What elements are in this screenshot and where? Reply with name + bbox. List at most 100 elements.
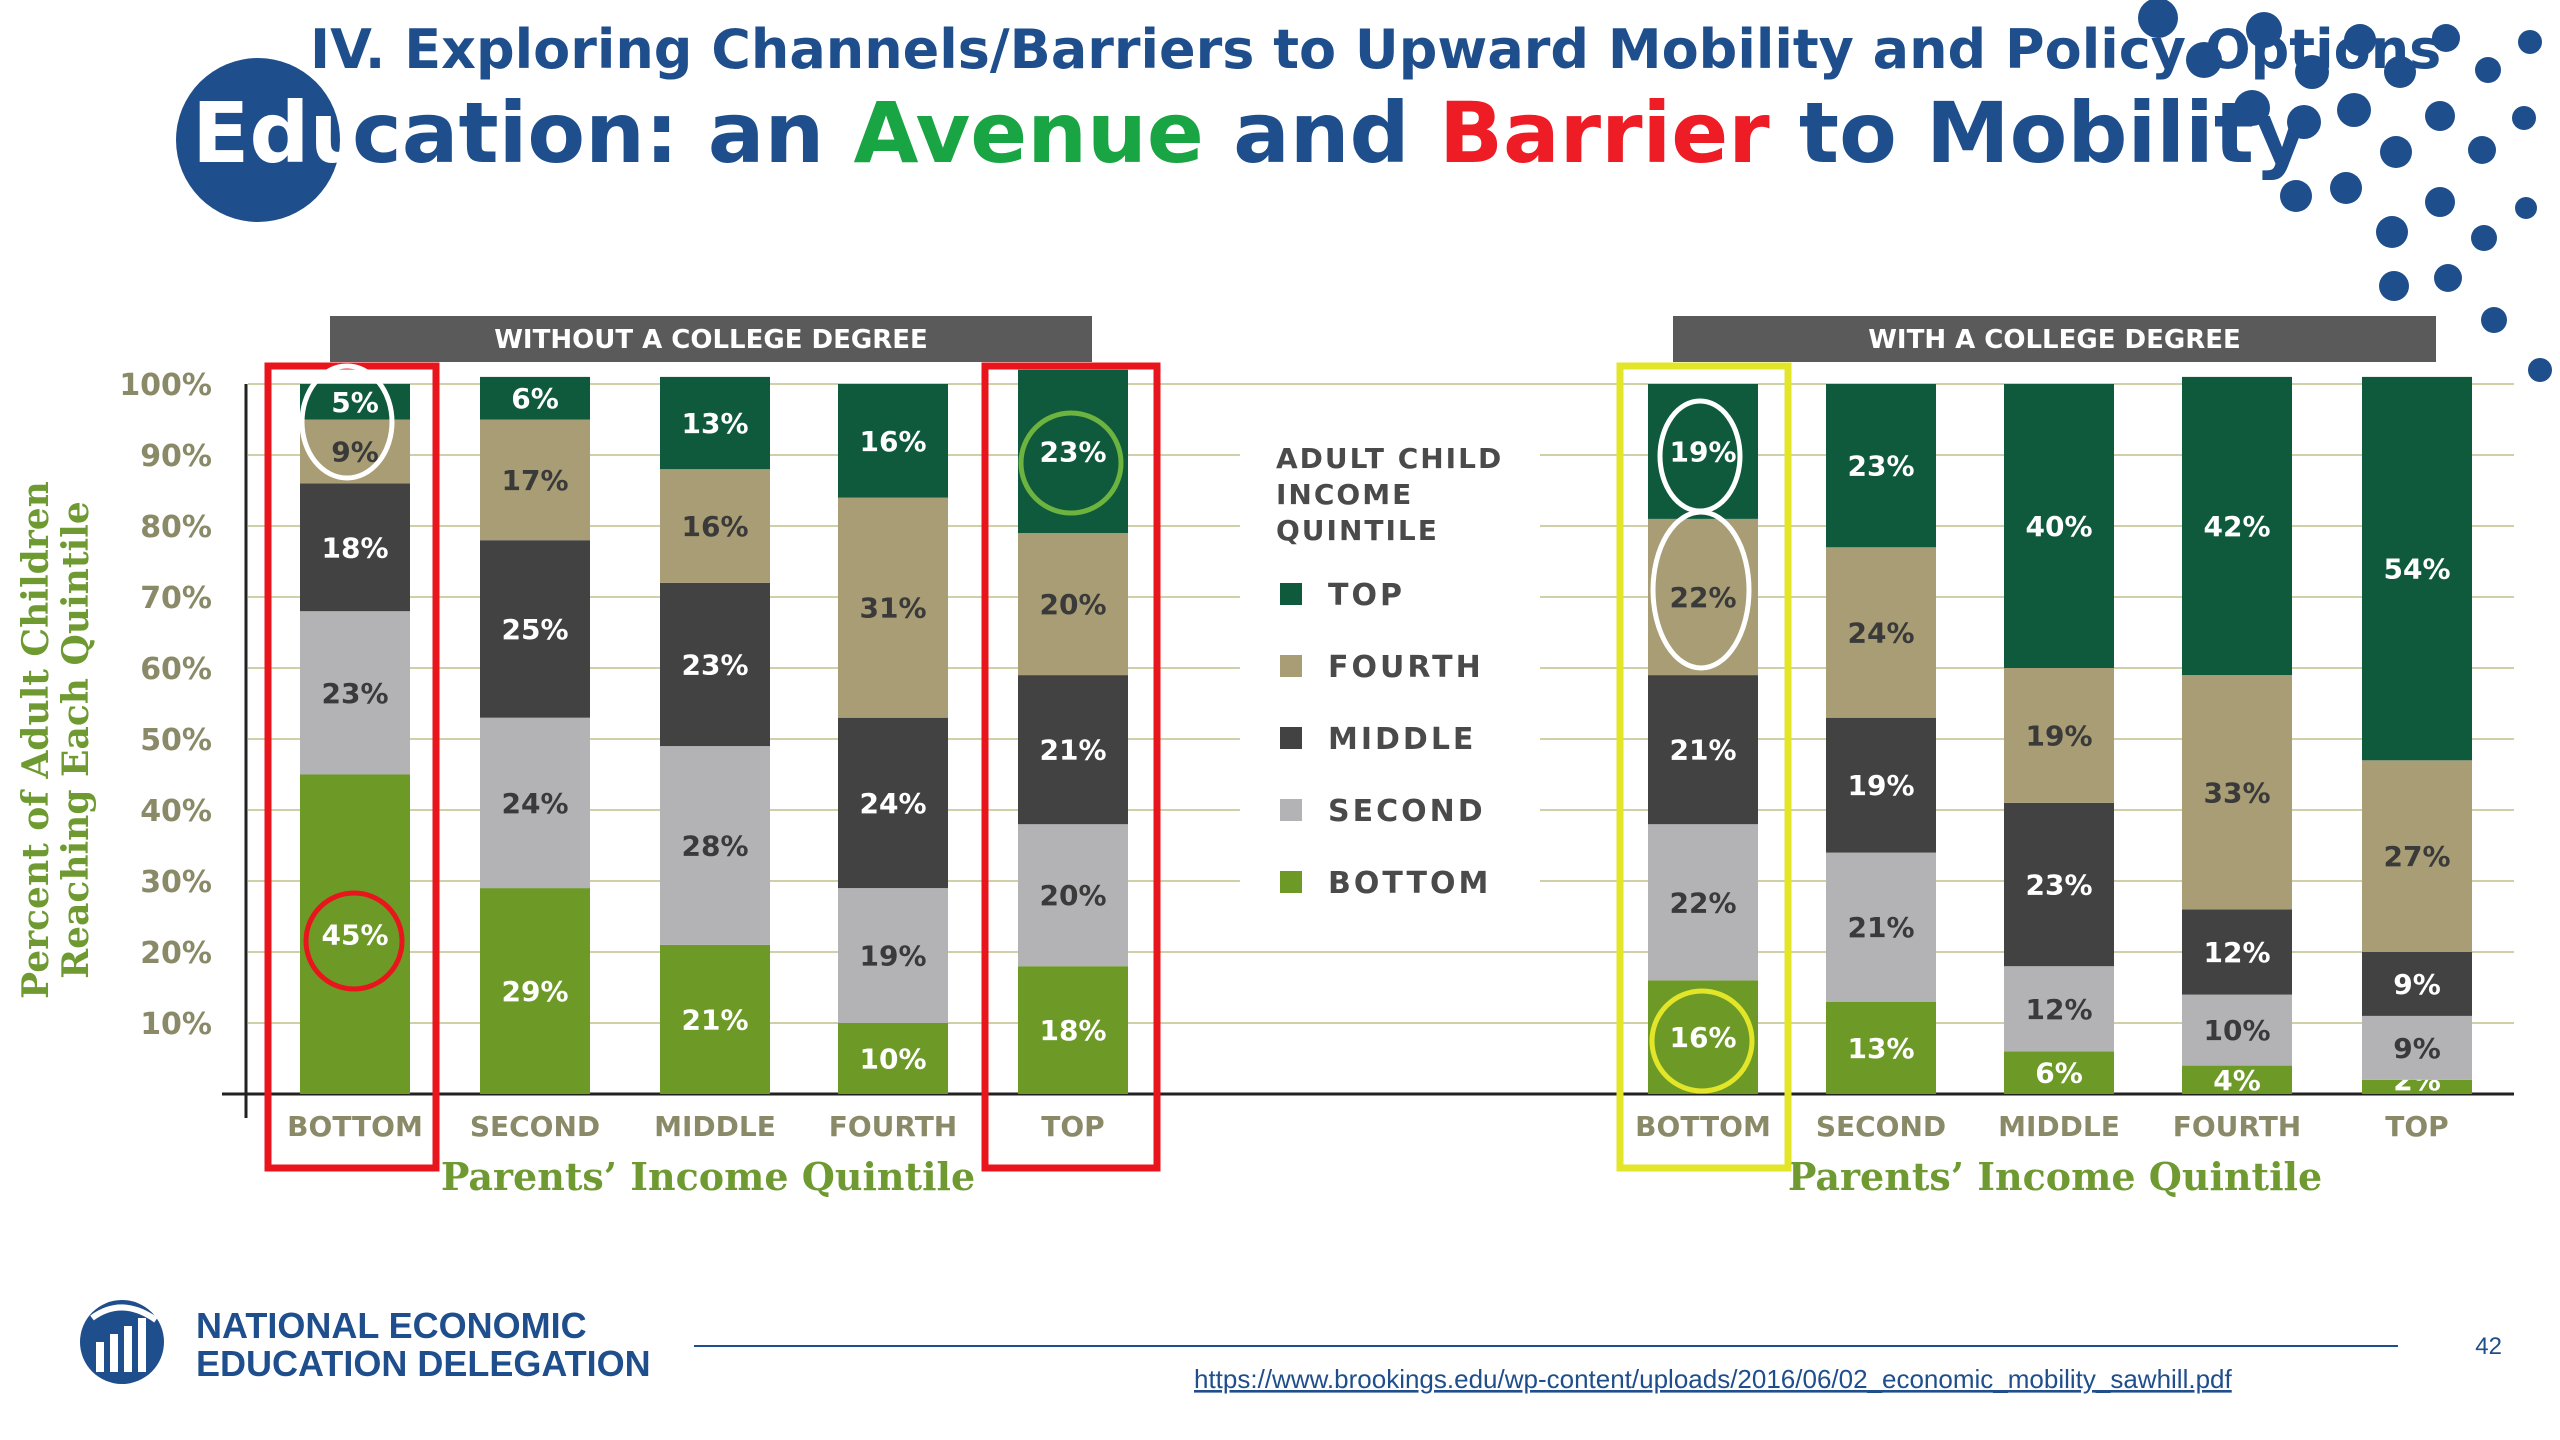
y-tick-label: 90% (140, 439, 212, 474)
data-label: 24% (859, 787, 926, 820)
data-label: 31% (859, 592, 926, 625)
bar-segment (1018, 533, 1128, 676)
bar-segment (660, 944, 770, 1094)
legend-title-line: ADULT CHILD (1276, 442, 1503, 475)
logo-line-2: EDUCATION DELEGATION (196, 1343, 651, 1384)
bar-segment (300, 774, 410, 1094)
data-label: 28% (681, 830, 748, 863)
data-label: 19% (1669, 435, 1736, 468)
dot-pattern (2138, 0, 2552, 382)
title-barrier: Barrier (1439, 84, 1770, 182)
bar-segment (2004, 384, 2114, 668)
decorative-dot (2376, 216, 2408, 248)
highlight-circle-white (299, 363, 395, 481)
bar-segment (2182, 909, 2292, 995)
bar-segment (2004, 668, 2114, 803)
bar-segment (1018, 369, 1128, 534)
x-tick-label: TOP (2385, 1110, 2448, 1143)
bar-segment (1018, 966, 1128, 1094)
data-label: 40% (2025, 510, 2092, 543)
x-axis-title: Parents’ Income Quintile (1788, 1154, 2322, 1199)
legend-swatch (1280, 799, 1302, 821)
title-edu: Edu (192, 84, 369, 182)
data-label: 13% (1847, 1032, 1914, 1065)
y-axis: 10% 20% 30% 40% 50% 60% 70% 80% 90% 100% Percent o… (15, 368, 212, 1042)
panel-title: WITH A COLLEGE DEGREE (1868, 325, 2241, 355)
bar-segment (1648, 675, 1758, 825)
decorative-dot (2425, 101, 2455, 131)
x-tick-label: BOTTOM (1635, 1110, 1771, 1143)
bar-segment (2362, 760, 2472, 952)
legend-label: TOP (1328, 578, 1405, 613)
decorative-dot (2512, 106, 2536, 130)
decorative-dot (2481, 307, 2507, 333)
y-axis-title-line: Reaching Each Quintile (55, 501, 97, 978)
decorative-dot (2246, 12, 2282, 48)
bar-segment (1826, 852, 1936, 1002)
data-label: 16% (859, 425, 926, 458)
decorative-dot (2379, 271, 2409, 301)
data-label: 23% (1847, 450, 1914, 483)
bar-segment (1648, 824, 1758, 981)
bar-segment (2004, 966, 2114, 1052)
data-label: 33% (2203, 776, 2270, 809)
data-label: 21% (1039, 734, 1106, 767)
bar-segment (660, 376, 770, 470)
x-tick-label: FOURTH (829, 1110, 958, 1143)
bar-segment (2362, 952, 2472, 1016)
panel-header (330, 316, 1092, 362)
panel-title: WITHOUT A COLLEGE DEGREE (494, 325, 927, 355)
bar-segment (2362, 1079, 2472, 1094)
data-label: 6% (511, 382, 559, 415)
bar-segment (480, 717, 590, 889)
logo-bar (124, 1326, 132, 1372)
legend-swatch (1280, 583, 1302, 605)
logo-bar (96, 1342, 104, 1372)
data-label: 10% (2203, 1014, 2270, 1047)
source-link[interactable]: https://www.brookings.edu/wp-content/upl… (1194, 1364, 2233, 1394)
logo-bar (110, 1334, 118, 1372)
data-label: 18% (1039, 1014, 1106, 1047)
data-label: 54% (2383, 553, 2450, 586)
decorative-dot (2432, 24, 2460, 52)
y-tick-label: 60% (140, 652, 212, 687)
data-label: 19% (1847, 769, 1914, 802)
legend-label: MIDDLE (1328, 722, 1476, 757)
y-tick-label: 80% (140, 510, 212, 545)
decorative-dot (2280, 180, 2312, 212)
legend-title-line: INCOME (1276, 478, 1413, 511)
decorative-dot (2234, 90, 2270, 126)
data-label: 13% (681, 407, 748, 440)
legend-label: FOURTH (1328, 650, 1484, 685)
data-label: 9% (331, 435, 379, 468)
decorative-dot (2471, 225, 2497, 251)
decorative-dot (2468, 136, 2496, 164)
highlight-circle-white (1650, 509, 1752, 671)
annotations (264, 362, 1792, 1172)
bar-segment (838, 1023, 948, 1094)
y-tick-label: 20% (140, 936, 212, 971)
data-label: 23% (2025, 869, 2092, 902)
bar-segment (1826, 1001, 1936, 1094)
data-label: 12% (2025, 993, 2092, 1026)
bar-segment (838, 888, 948, 1023)
data-label: 19% (2025, 719, 2092, 752)
main-title: cation: an Avenue and Barrier to Mobilit… (352, 84, 2309, 182)
panel-header (1673, 316, 2436, 362)
page-number: 42 (2475, 1333, 2502, 1360)
x-tick-label: TOP (1041, 1110, 1104, 1143)
logo-bar (138, 1318, 146, 1372)
decorative-dot (2528, 358, 2552, 382)
decorative-dot (2337, 93, 2371, 127)
decorative-dot (2475, 57, 2501, 83)
highlight-circle-yellow (1649, 988, 1755, 1094)
y-axis-title: Percent of Adult ChildrenReaching Each Q… (15, 481, 97, 999)
bar-segment (2182, 994, 2292, 1066)
decorative-dot (2344, 24, 2376, 56)
data-label: 29% (501, 975, 568, 1008)
data-label: 21% (1669, 734, 1736, 767)
title-end: to Mobility (1770, 84, 2309, 182)
data-label: 16% (1669, 1021, 1736, 1054)
decorative-dot (2287, 105, 2321, 139)
